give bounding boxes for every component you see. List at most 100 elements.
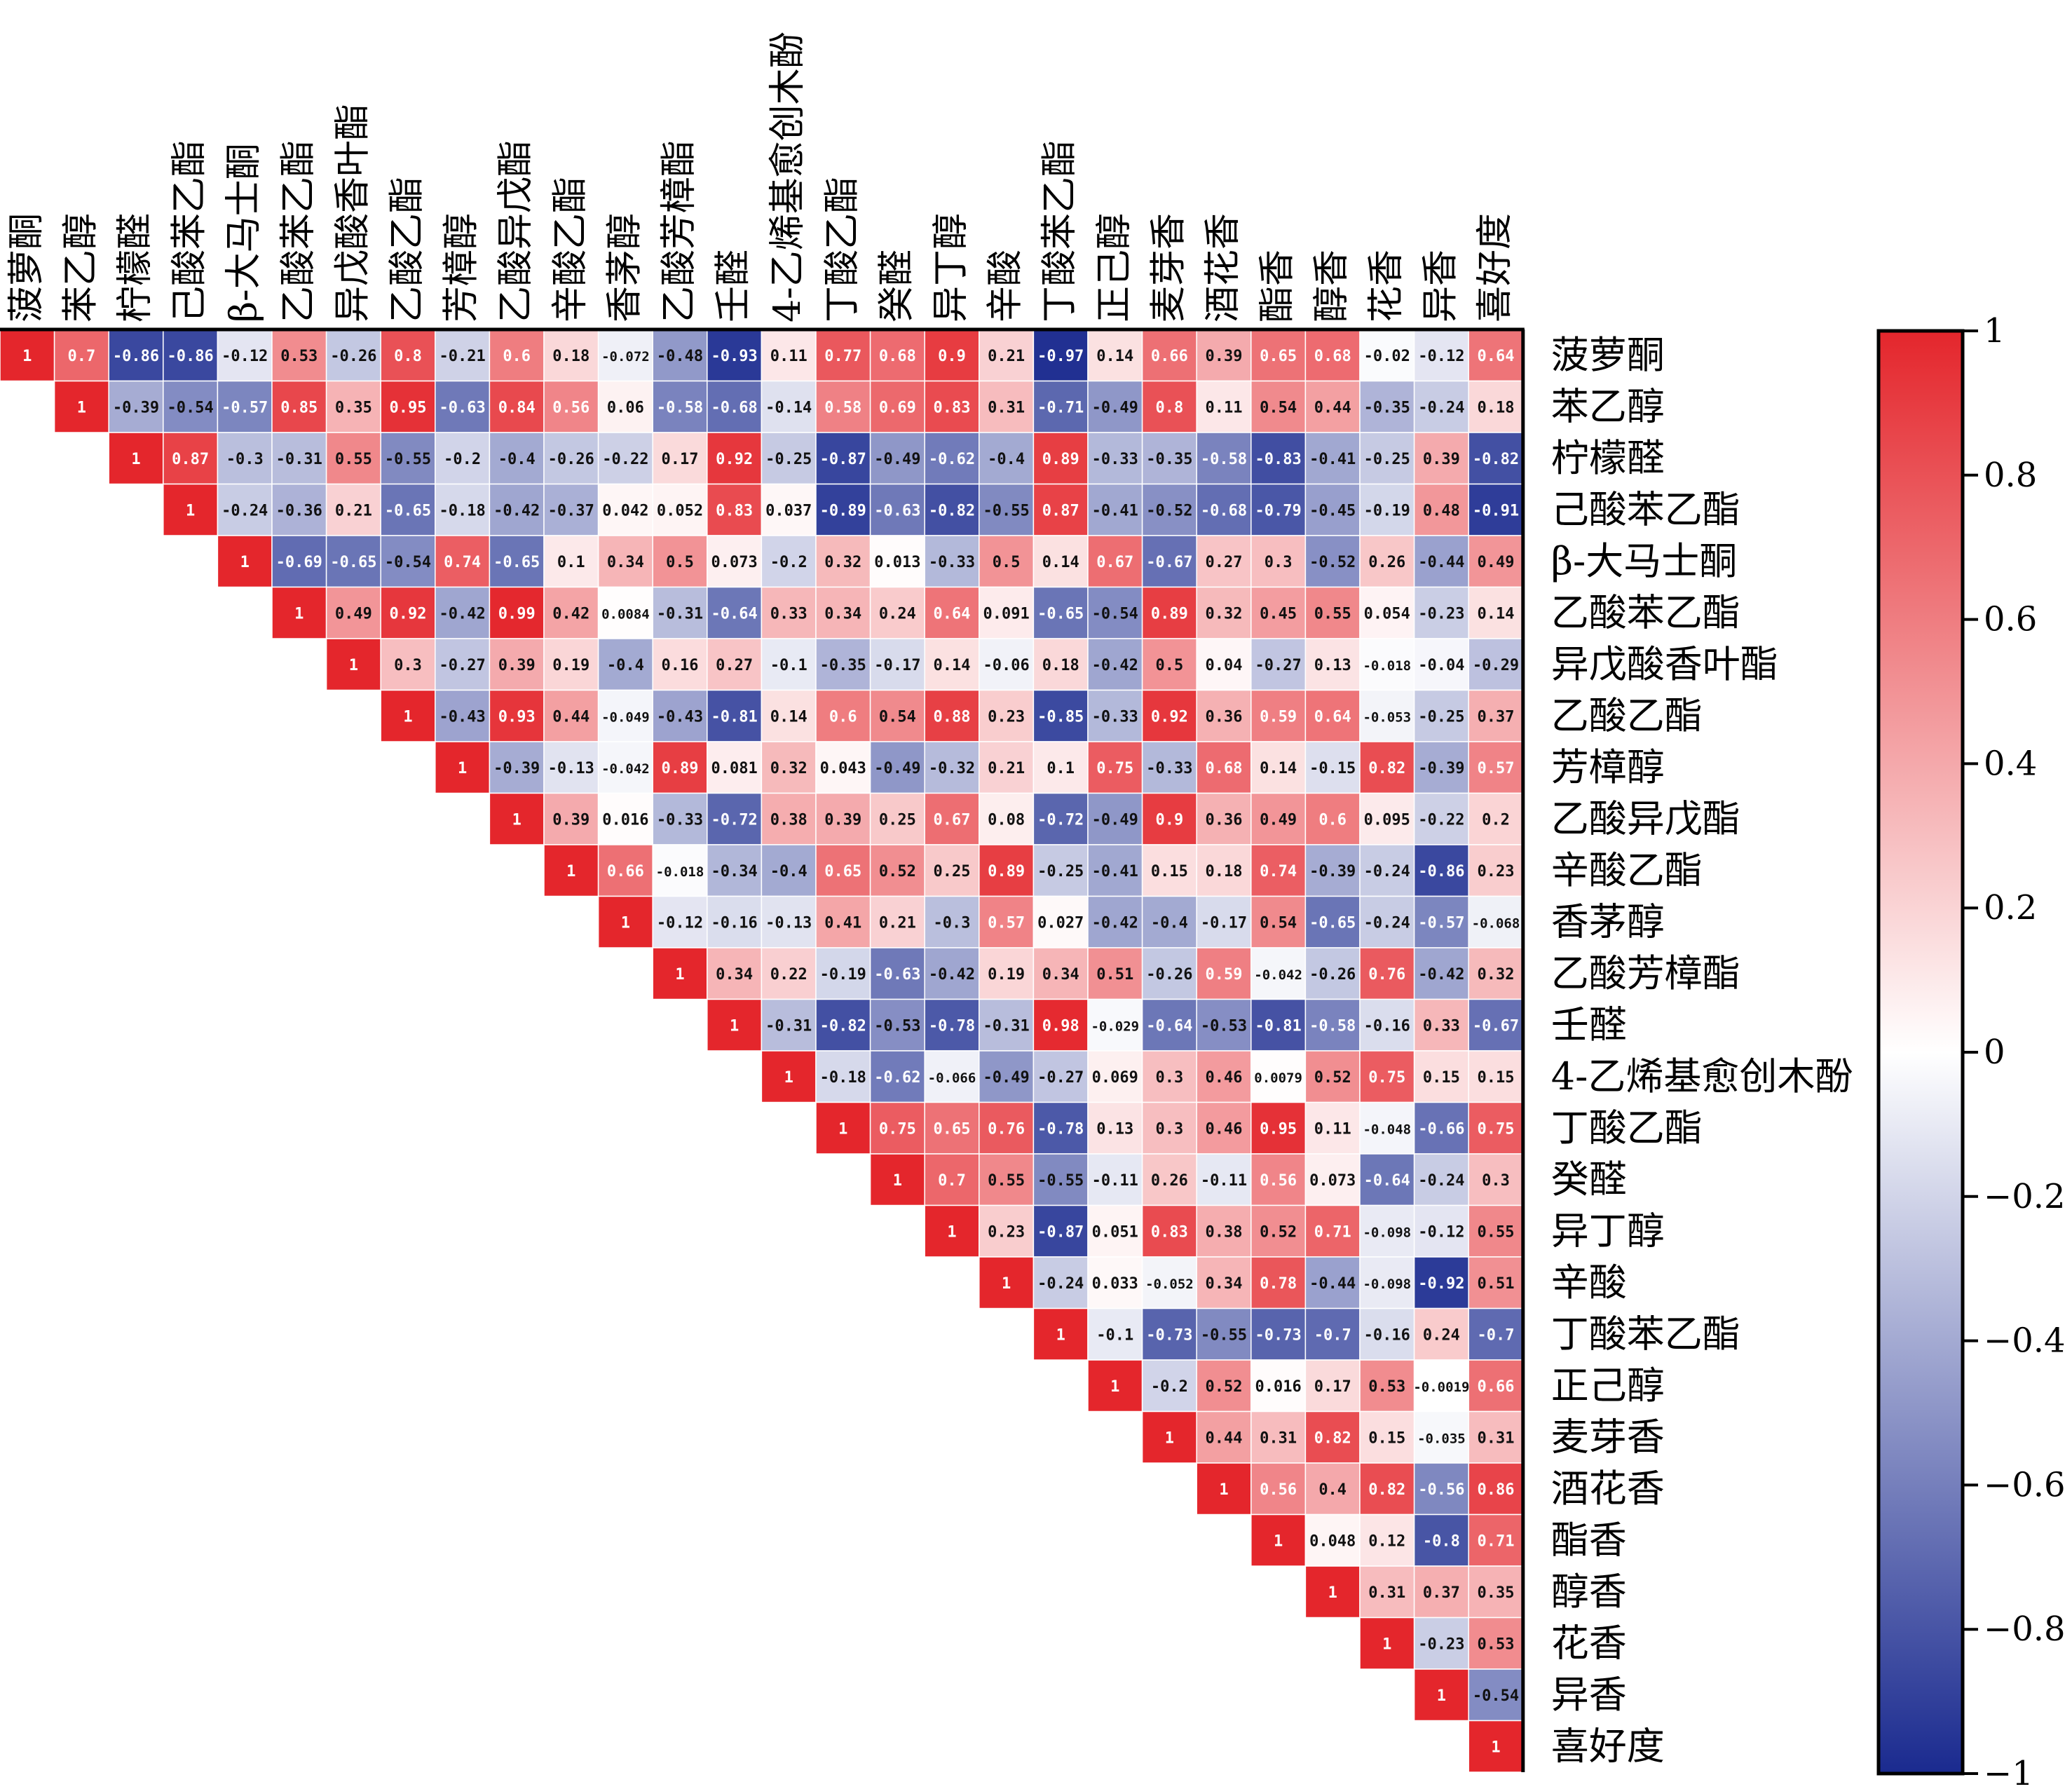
heatmap-cell bbox=[761, 638, 817, 691]
heatmap-cell bbox=[924, 638, 980, 691]
colorbar-tick-label: 0.2 bbox=[1984, 888, 2037, 927]
heatmap-cell bbox=[1468, 844, 1524, 897]
heatmap-cell-value: -0.02 bbox=[1364, 348, 1410, 365]
heatmap-cell-value: 0.037 bbox=[765, 502, 812, 519]
heatmap-cell bbox=[1141, 1410, 1197, 1464]
column-label: 喜好度 bbox=[1474, 213, 1516, 322]
heatmap-cell-value: -0.26 bbox=[1146, 966, 1192, 984]
heatmap-cell-value: 0.34 bbox=[1206, 1275, 1243, 1293]
heatmap-cell-value: 0.6 bbox=[829, 708, 857, 726]
heatmap-cell-value: -0.098 bbox=[1363, 1277, 1411, 1292]
heatmap-cell-value: -0.33 bbox=[1146, 760, 1192, 777]
heatmap-cell-value: -0.16 bbox=[1364, 1017, 1410, 1035]
heatmap-cell-value: -0.31 bbox=[276, 451, 322, 468]
heatmap-cell-value: 0.95 bbox=[1260, 1120, 1297, 1138]
colorbar-tick-label: 0.6 bbox=[1984, 600, 2037, 639]
heatmap-cell-value: 0.23 bbox=[1478, 863, 1515, 880]
heatmap-cell-value: 0.043 bbox=[820, 760, 866, 777]
row-label: 麦芽香 bbox=[1551, 1415, 1665, 1459]
heatmap-cell-value: -0.42 bbox=[1418, 966, 1464, 984]
colorbar: 1 0.8 0.6 0.4 0.2 0 −0.2 −0.4 −0.6 −0.8 −1 bbox=[1876, 311, 2066, 1789]
heatmap-cell bbox=[1304, 586, 1361, 639]
heatmap-cell bbox=[1250, 535, 1307, 588]
row-label: 正己醇 bbox=[1551, 1363, 1665, 1408]
heatmap-cell bbox=[1141, 535, 1197, 588]
heatmap-cell-value: -0.17 bbox=[1201, 914, 1247, 932]
column-label: 乙酸乙酯 bbox=[386, 177, 428, 322]
heatmap-cell-value: -0.21 bbox=[439, 348, 485, 365]
heatmap-cell-value: -0.54 bbox=[167, 399, 213, 416]
heatmap-cell bbox=[1413, 432, 1469, 485]
heatmap-cell-value: 0.24 bbox=[1423, 1326, 1460, 1344]
heatmap-cell-value: 0.92 bbox=[716, 451, 753, 468]
heatmap-cell-value: 0.14 bbox=[1478, 605, 1515, 623]
heatmap-cell-value: -0.4 bbox=[770, 863, 807, 880]
heatmap-cell bbox=[217, 329, 273, 382]
heatmap-cell bbox=[869, 689, 925, 742]
heatmap-cell bbox=[869, 741, 925, 794]
heatmap-cell bbox=[1468, 1359, 1524, 1413]
heatmap-cell-value: 0.095 bbox=[1364, 811, 1410, 829]
heatmap-cell-value: -0.098 bbox=[1363, 1225, 1411, 1240]
heatmap-cell-value: 0.2 bbox=[1482, 811, 1510, 829]
heatmap-cell-value: 0.32 bbox=[1206, 605, 1243, 623]
heatmap-cell bbox=[1250, 1153, 1307, 1206]
heatmap-cell bbox=[1087, 432, 1143, 485]
heatmap-cell-value: 0.31 bbox=[1260, 1429, 1297, 1447]
heatmap-cell-value: -0.55 bbox=[983, 502, 1029, 519]
heatmap-cell-value: 0.21 bbox=[988, 760, 1025, 777]
heatmap-cell bbox=[1196, 535, 1252, 588]
heatmap-cell bbox=[652, 689, 708, 742]
row-label: 丁酸苯乙酯 bbox=[1551, 1312, 1740, 1356]
heatmap-cell-value: -0.16 bbox=[711, 914, 757, 932]
heatmap-cell-value: 0.44 bbox=[1314, 399, 1351, 416]
heatmap-cell-value: 0.44 bbox=[1206, 1429, 1243, 1447]
heatmap-cell bbox=[1250, 1256, 1307, 1310]
heatmap-cell-value: 0.6 bbox=[1318, 811, 1347, 829]
heatmap-cell bbox=[761, 998, 817, 1052]
heatmap-cell bbox=[1250, 1462, 1307, 1516]
heatmap-cell-value: 0.5 bbox=[993, 554, 1021, 571]
colorbar-gradient bbox=[1876, 329, 1965, 1776]
heatmap-cell-value: -0.72 bbox=[711, 811, 757, 829]
heatmap-cell-value: 0.19 bbox=[988, 966, 1025, 984]
heatmap-cell bbox=[380, 638, 436, 691]
row-label: 芳樟醇 bbox=[1551, 745, 1665, 789]
heatmap-cell bbox=[1087, 586, 1143, 639]
column-label: 菠萝酮 bbox=[6, 213, 48, 322]
heatmap-cell bbox=[761, 432, 817, 485]
heatmap-cell bbox=[924, 1050, 980, 1103]
row-label: 乙酸芳樟酯 bbox=[1551, 951, 1740, 995]
column-label: 麦芽香 bbox=[1147, 213, 1190, 322]
heatmap-cell-value: 0.6 bbox=[503, 348, 531, 365]
column-label: 丁酸苯乙酯 bbox=[1039, 140, 1081, 322]
heatmap-cell bbox=[543, 483, 599, 536]
heatmap-cell-value: 0.18 bbox=[1206, 863, 1243, 880]
heatmap-cell-value: 0.74 bbox=[1260, 863, 1297, 880]
heatmap-cell bbox=[1468, 792, 1524, 845]
heatmap-cell bbox=[1196, 741, 1252, 794]
heatmap-cell bbox=[1141, 1101, 1197, 1155]
heatmap-cell bbox=[1087, 638, 1143, 691]
heatmap-cell bbox=[1413, 998, 1469, 1052]
heatmap-cell bbox=[1250, 792, 1307, 845]
heatmap-cell bbox=[707, 586, 763, 639]
heatmap-cell-value: 0.32 bbox=[770, 760, 807, 777]
heatmap-cell-value: -0.54 bbox=[1473, 1687, 1519, 1705]
heatmap-cell-value: 0.34 bbox=[607, 554, 644, 571]
heatmap-cell bbox=[1359, 998, 1415, 1052]
heatmap-cell-value: -0.068 bbox=[1472, 916, 1520, 931]
heatmap-cell bbox=[489, 432, 545, 485]
heatmap-cell bbox=[1413, 638, 1469, 691]
heatmap-cell bbox=[761, 844, 817, 897]
row-label: β-大马士酮 bbox=[1551, 539, 1737, 583]
heatmap-cell-value: 1 bbox=[1002, 1275, 1011, 1293]
heatmap-cell bbox=[435, 535, 491, 588]
heatmap-cell-value: 0.66 bbox=[1478, 1378, 1515, 1396]
heatmap-cell bbox=[1250, 1359, 1307, 1413]
colorbar-tick-label: −0.6 bbox=[1984, 1465, 2066, 1504]
heatmap-cell bbox=[380, 380, 436, 433]
heatmap-cell-value: 0.8 bbox=[394, 348, 422, 365]
heatmap-cell-value: 0.75 bbox=[1478, 1120, 1515, 1138]
heatmap-cell-value: -0.26 bbox=[1309, 966, 1356, 984]
